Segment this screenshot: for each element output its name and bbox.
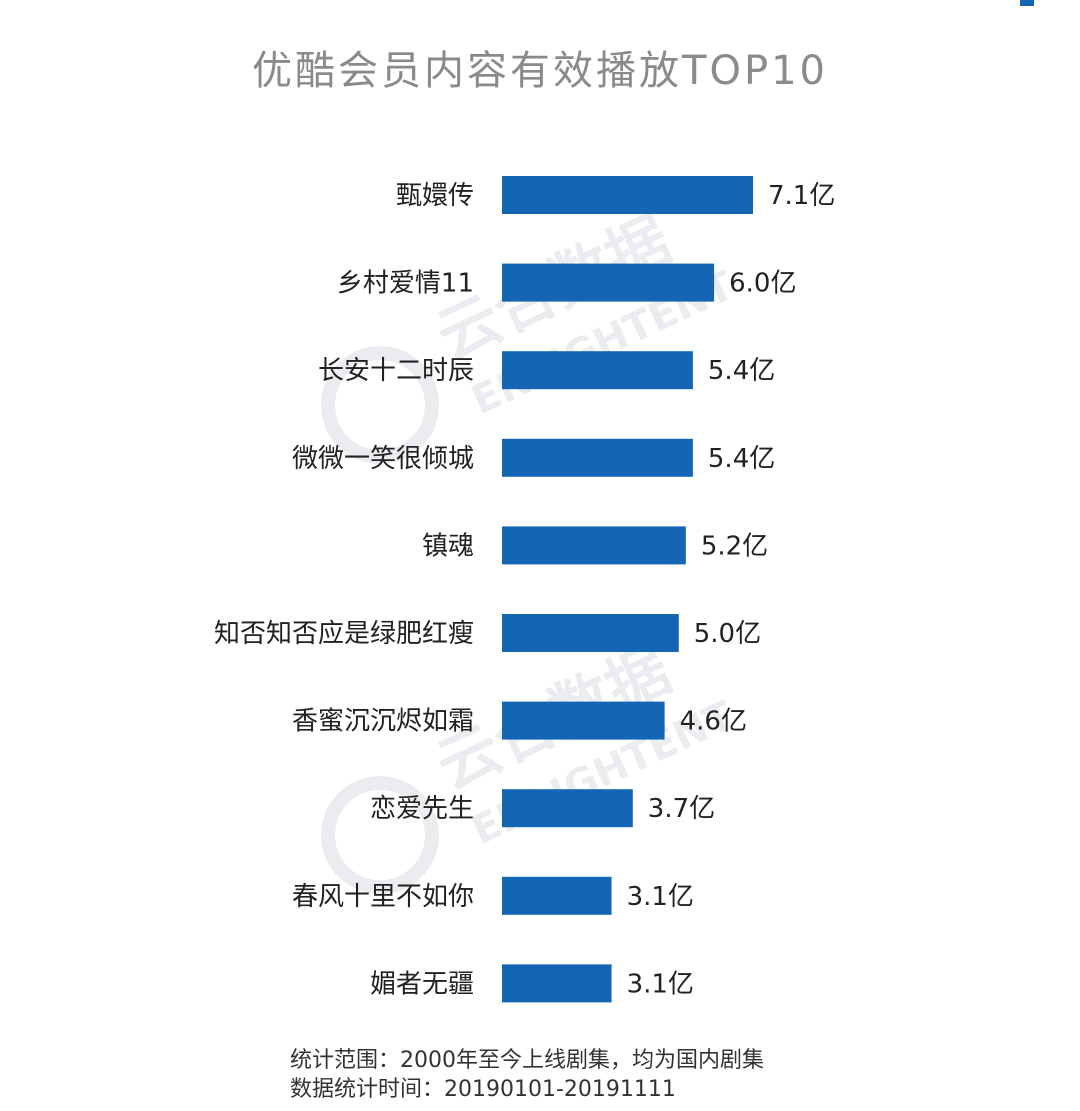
bar-1	[502, 176, 753, 214]
value-label-10: 3.1亿	[627, 969, 694, 999]
watermark-logo-ring	[321, 776, 439, 894]
value-label-3: 5.4亿	[708, 356, 775, 386]
category-label-3: 长安十二时辰	[318, 356, 474, 386]
value-label-2: 6.0亿	[729, 269, 796, 299]
footnote-scope: 统计范围：2000年至今上线剧集，均为国内剧集	[290, 1048, 764, 1073]
bar-9	[502, 876, 612, 915]
bar-4	[502, 438, 693, 477]
bar-10	[502, 964, 612, 1003]
category-label-2: 乡村爱情11	[337, 269, 474, 299]
corner-accent-mark	[1020, 0, 1034, 6]
value-label-5: 5.2亿	[701, 531, 768, 561]
footnote-period: 数据统计时间：20190101-20191111	[290, 1077, 676, 1102]
category-label-8: 恋爱先生	[370, 794, 474, 824]
value-label-7: 4.6亿	[680, 707, 747, 737]
category-label-6: 知否知否应是绿肥红瘦	[214, 619, 474, 649]
category-label-9: 春风十里不如你	[292, 882, 474, 912]
category-label-5: 镇魂	[422, 531, 474, 561]
bar-6	[502, 614, 679, 652]
value-label-6: 5.0亿	[694, 619, 761, 649]
bar-7	[502, 701, 665, 740]
bar-8	[502, 789, 633, 828]
chart-title: 优酷会员内容有效播放TOP10	[252, 48, 828, 94]
category-label-7: 香蜜沉沉烬如霜	[292, 707, 474, 737]
value-label-4: 5.4亿	[708, 444, 775, 474]
bar-2	[502, 263, 715, 302]
value-label-8: 3.7亿	[648, 794, 715, 824]
value-label-9: 3.1亿	[627, 882, 694, 912]
value-labels-layer: 7.1亿 6.0亿 5.4亿 5.4亿 5.2亿 5.0亿 4.6亿 3.7亿 3.1亿 3.1亿	[627, 181, 836, 999]
category-label-4: 微微一笑很倾城	[292, 444, 474, 474]
watermark-2: 云合数据ENLIGHTENT	[321, 633, 741, 894]
category-label-1: 甄嬛传	[396, 181, 474, 211]
bar-5	[502, 526, 686, 565]
bars-layer	[502, 176, 753, 1003]
value-label-1: 7.1亿	[768, 181, 835, 211]
watermark-logo-ring	[321, 346, 439, 464]
category-label-10: 媚者无疆	[370, 969, 474, 999]
watermark-1: 云合数据ENLIGHTENT	[321, 203, 741, 464]
bar-3	[502, 351, 693, 390]
footnotes: 统计范围：2000年至今上线剧集，均为国内剧集 数据统计时间：20190101-…	[290, 1046, 764, 1104]
